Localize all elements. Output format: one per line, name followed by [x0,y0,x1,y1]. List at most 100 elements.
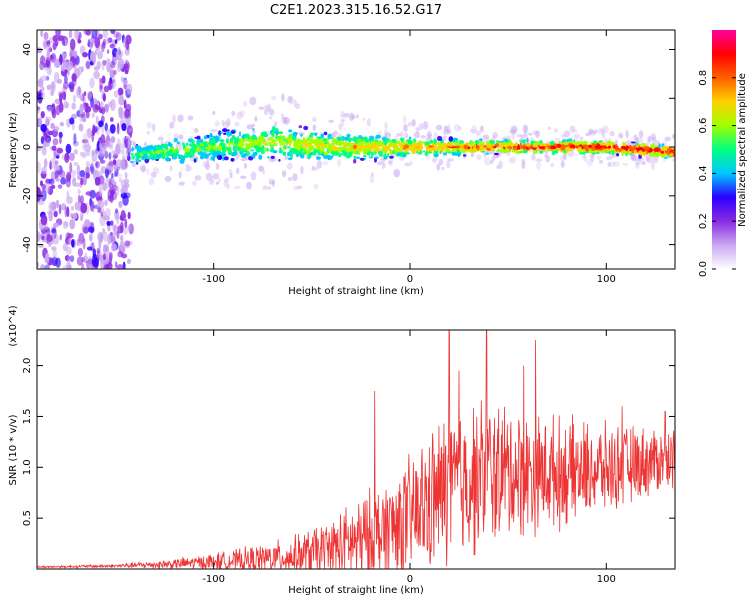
noise-blob [123,178,130,184]
noise-blob [81,139,89,144]
signal-blob [552,146,556,150]
signal-blob [193,158,197,163]
halo-blob [484,157,491,166]
noise-blob [40,264,45,269]
noise-blob [59,121,65,127]
halo-blob [443,125,448,132]
halo-blob [376,161,383,166]
halo-blob [120,148,125,155]
halo-blob [105,128,111,136]
signal-blob [240,138,245,144]
signal-blob [173,137,178,143]
halo-blob [146,168,150,175]
signal-blob [605,148,610,153]
signal-blob [297,145,303,150]
signal-blob [283,145,287,149]
signal-blob [334,146,339,150]
signal-blob [303,151,307,155]
signal-blob [532,149,537,155]
halo-blob [650,161,656,171]
noise-blob [52,42,57,51]
signal-blob [165,151,171,156]
noise-blob [49,160,52,170]
signal-blob [294,145,298,151]
signal-blob [377,151,384,155]
halo-blob [178,181,185,186]
signal-blob [276,136,280,142]
halo-blob [404,162,411,167]
signal-blob [661,150,665,154]
noise-blob [125,116,132,127]
signal-blob [591,143,594,147]
noise-blob [102,253,107,261]
signal-blob [635,145,639,148]
snr-marks [37,330,675,569]
signal-blob [199,143,205,147]
signal-blob [376,147,380,152]
signal-blob [357,138,362,143]
snr-y-tick-label: 2.0 [22,358,33,374]
signal-blob [578,152,584,155]
noise-blob [116,264,124,269]
halo-blob [482,134,490,140]
noise-blob [70,205,75,211]
signal-blob [307,141,311,145]
signal-blob [610,143,613,146]
noise-blob [122,79,128,86]
halo-blob [647,136,651,142]
noise-blob [39,55,46,66]
signal-blob [231,135,236,140]
noise-blob [103,38,106,46]
signal-blob [623,150,628,155]
signal-blob [516,145,521,150]
signal-blob [358,150,361,156]
halo-blob [328,119,334,123]
noise-blob [103,264,109,269]
signal-blob [452,137,458,141]
noise-blob [98,81,103,93]
halo-blob [120,142,127,150]
spectrogram-y-axis-label: Frequency (Hz) [8,112,19,188]
halo-blob [480,125,484,133]
signal-blob [303,125,309,131]
signal-blob [225,147,231,151]
signal-blob [387,152,390,158]
halo-blob [470,151,475,158]
noise-blob [104,103,109,113]
halo-blob [403,123,409,133]
halo-blob [148,177,155,186]
noise-blob [126,125,133,136]
halo-blob [84,143,92,152]
halo-blob [322,161,328,166]
signal-blob [223,156,229,161]
signal-blob [302,139,307,143]
signal-blob [341,136,345,140]
noise-blob [90,163,95,175]
halo-blob [426,133,432,137]
halo-blob [411,119,416,127]
signal-blob [183,145,186,149]
noise-blob [120,76,124,83]
halo-blob [528,132,533,136]
noise-blob [49,54,54,60]
halo-blob [249,96,257,106]
signal-blob [340,146,346,150]
noise-blob [106,49,110,54]
halo-blob [641,160,646,166]
noise-blob [46,49,51,58]
noise-blob [103,215,111,221]
halo-blob [184,167,191,172]
noise-blob [58,131,63,139]
noise-blob [124,108,130,119]
noise-blob [85,61,91,70]
signal-blob [519,142,523,147]
halo-blob [523,125,528,133]
signal-blob [660,146,667,152]
signal-blob [191,145,198,148]
signal-blob [407,139,413,145]
halo-blob [664,136,671,142]
noise-blob [79,170,86,178]
halo-blob [217,177,222,183]
signal-blob [593,143,596,147]
signal-blob [298,150,303,155]
